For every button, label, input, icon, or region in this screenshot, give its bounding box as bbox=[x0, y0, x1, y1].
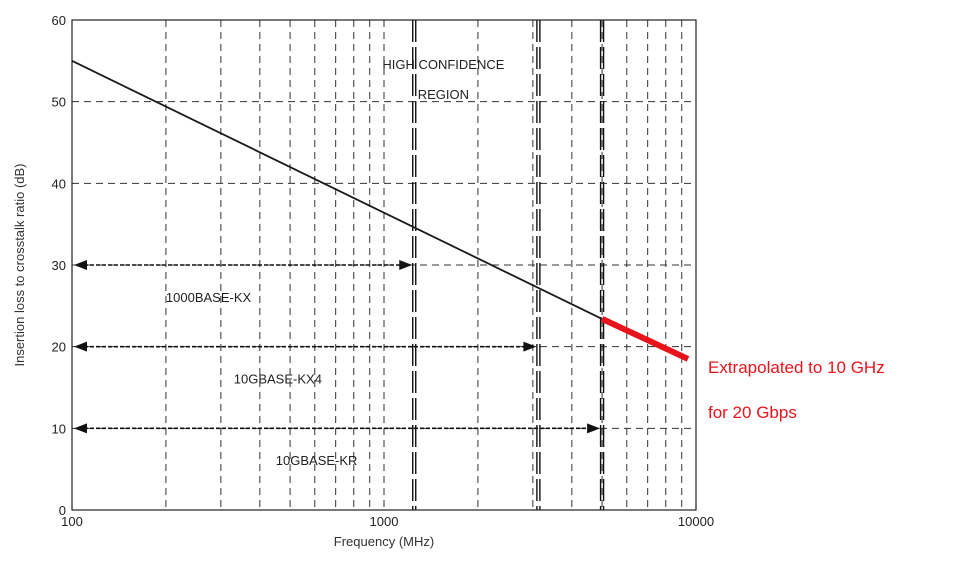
range-label: 10GBASE-KX4 bbox=[234, 371, 322, 386]
range-arrow-head-left bbox=[74, 423, 87, 433]
y-tick-labels: 0 10 20 30 40 50 60 bbox=[52, 13, 66, 518]
range-arrow-head-left bbox=[74, 342, 87, 352]
x-tick-label: 10000 bbox=[678, 514, 714, 529]
y-tick-label: 10 bbox=[52, 421, 66, 436]
high-confidence-region-label: HIGH CONFIDENCE REGION bbox=[382, 57, 504, 102]
extrapolation-note-line-1: Extrapolated to 10 GHz bbox=[708, 358, 885, 377]
y-tick-label: 20 bbox=[52, 340, 66, 355]
range-arrow-head-left bbox=[74, 260, 87, 270]
y-tick-label: 0 bbox=[59, 503, 66, 518]
y-axis-title: Insertion loss to crosstalk ratio (dB) bbox=[12, 163, 27, 366]
y-tick-label: 60 bbox=[52, 13, 66, 28]
series bbox=[72, 61, 688, 359]
y-tick-label: 30 bbox=[52, 258, 66, 273]
y-tick-label: 40 bbox=[52, 176, 66, 191]
range-arrows: 1000BASE-KX 10GBASE-KX4 10GBASE-KR bbox=[74, 260, 600, 468]
x-tick-label: 1000 bbox=[370, 514, 399, 529]
region-label-line: REGION bbox=[418, 87, 469, 102]
extrapolation-note-line-2: for 20 Gbps bbox=[708, 403, 797, 422]
y-tick-label: 50 bbox=[52, 95, 66, 110]
range-label: 1000BASE-KX bbox=[166, 290, 252, 305]
x-axis-title: Frequency (MHz) bbox=[334, 534, 434, 549]
extrapolation-line bbox=[602, 319, 688, 359]
region-label-line: HIGH CONFIDENCE bbox=[382, 57, 504, 72]
insertion-loss-line bbox=[72, 61, 602, 319]
range-label: 10GBASE-KR bbox=[276, 453, 358, 468]
x-tick-labels: 100 1000 10000 bbox=[61, 514, 714, 529]
range-arrow-head-right bbox=[587, 423, 600, 433]
range-arrow-head-right bbox=[399, 260, 412, 270]
range-arrow-head-right bbox=[523, 342, 536, 352]
